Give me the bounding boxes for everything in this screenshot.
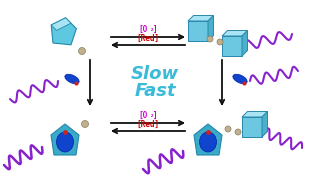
Text: ₂: ₂ bbox=[149, 112, 153, 118]
Text: [Red]: [Red] bbox=[136, 119, 160, 129]
Ellipse shape bbox=[65, 74, 79, 84]
Polygon shape bbox=[57, 132, 73, 149]
Ellipse shape bbox=[233, 74, 247, 84]
Polygon shape bbox=[222, 36, 242, 56]
Circle shape bbox=[207, 36, 213, 42]
Text: [O: [O bbox=[139, 25, 148, 33]
Ellipse shape bbox=[200, 132, 216, 152]
Polygon shape bbox=[242, 30, 247, 56]
Polygon shape bbox=[51, 18, 71, 30]
Polygon shape bbox=[262, 112, 268, 137]
Text: Fast: Fast bbox=[134, 82, 176, 100]
Polygon shape bbox=[188, 21, 208, 41]
Text: ₂: ₂ bbox=[149, 26, 153, 32]
Polygon shape bbox=[242, 112, 268, 117]
Polygon shape bbox=[194, 124, 222, 155]
Polygon shape bbox=[222, 30, 247, 36]
Polygon shape bbox=[208, 15, 214, 41]
Polygon shape bbox=[200, 132, 216, 149]
Text: Slow: Slow bbox=[131, 65, 179, 83]
Circle shape bbox=[217, 39, 223, 45]
Polygon shape bbox=[51, 124, 79, 155]
Polygon shape bbox=[51, 18, 76, 45]
Circle shape bbox=[78, 47, 86, 54]
Text: ]: ] bbox=[153, 25, 157, 33]
Text: ]: ] bbox=[153, 111, 157, 119]
Polygon shape bbox=[188, 15, 214, 21]
Circle shape bbox=[82, 121, 88, 128]
Text: [Red]: [Red] bbox=[136, 33, 160, 43]
Polygon shape bbox=[242, 117, 262, 137]
Text: [O: [O bbox=[139, 111, 148, 119]
Circle shape bbox=[225, 126, 231, 132]
Ellipse shape bbox=[56, 132, 73, 152]
Circle shape bbox=[235, 129, 241, 135]
